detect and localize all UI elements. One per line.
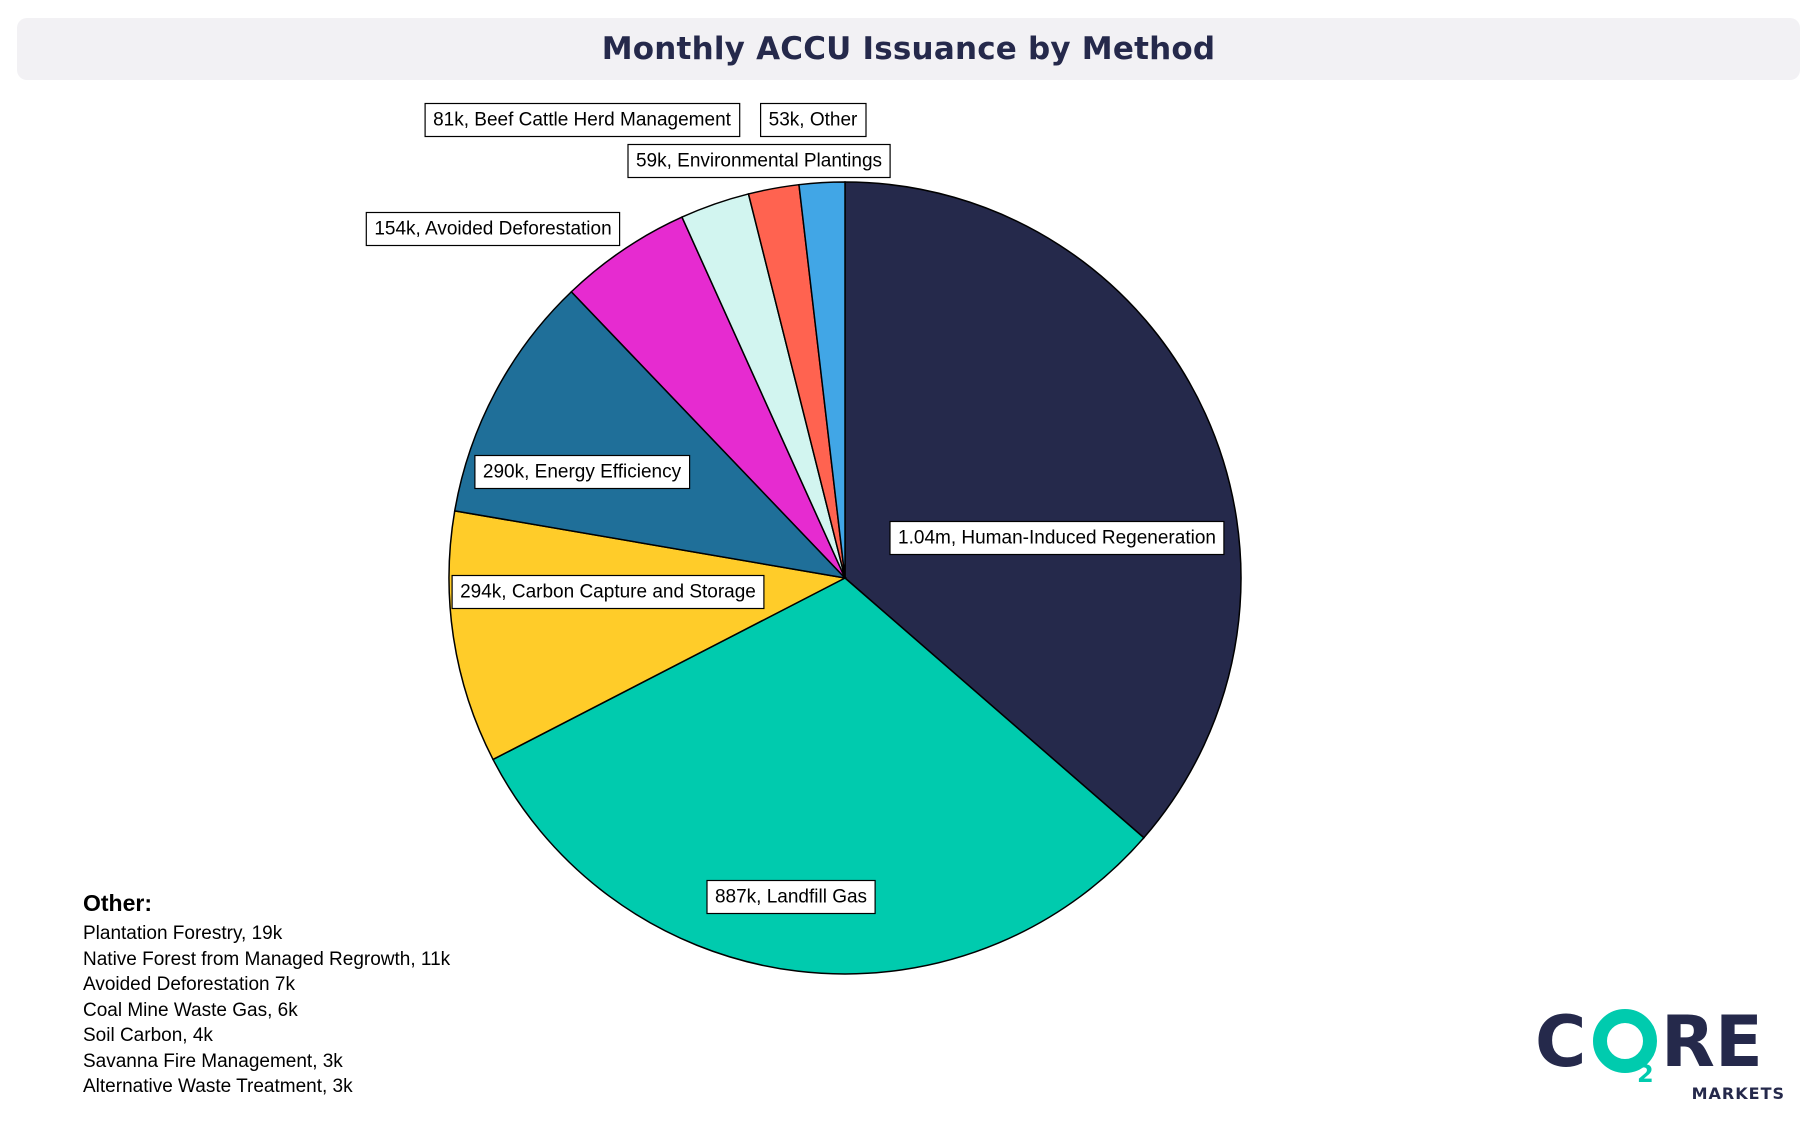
logo-subtitle: MARKETS bbox=[1691, 1084, 1785, 1103]
other-breakdown-item: Avoided Deforestation 7k bbox=[83, 974, 295, 995]
data-label-text: 290k, Energy Efficiency bbox=[483, 462, 682, 483]
data-label-box bbox=[759, 102, 867, 138]
data-label-box bbox=[706, 879, 876, 915]
data-label-text: 1.04m, Human-Induced Regeneration bbox=[898, 528, 1216, 549]
data-label-text: 53k, Other bbox=[769, 110, 858, 131]
logo-o-ring bbox=[1593, 1009, 1657, 1073]
core-markets-logo: C 2 R E MARKETS bbox=[1535, 1000, 1785, 1110]
data-label: 290k, Energy Efficiency bbox=[474, 454, 691, 490]
data-label: 59k, Environmental Plantings bbox=[627, 143, 891, 179]
other-breakdown-item: Savanna Fire Management, 3k bbox=[83, 1050, 343, 1072]
pie-slice-landfill-gas bbox=[492, 577, 1145, 975]
logo-subscript-2: 2 bbox=[1637, 1060, 1654, 1084]
data-label: 154k, Avoided Deforestation bbox=[365, 211, 621, 247]
data-label: 81k, Beef Cattle Herd Management bbox=[424, 102, 741, 138]
data-label-box bbox=[451, 574, 765, 610]
data-label-box bbox=[474, 454, 691, 490]
data-label: 294k, Carbon Capture and Storage bbox=[451, 574, 765, 610]
logo-wordmark: C 2 R E bbox=[1535, 1001, 1763, 1084]
other-breakdown-item: Soil Carbon, 4k bbox=[83, 1025, 213, 1046]
data-label-text: 59k, Environmental Plantings bbox=[636, 151, 882, 172]
chart-title: Monthly ACCU Issuance by Method bbox=[601, 31, 1216, 67]
data-label-text: 887k, Landfill Gas bbox=[715, 887, 867, 908]
other-breakdown-item: Plantation Forestry, 19k bbox=[83, 923, 283, 944]
other-breakdown: Other: Plantation Forestry, 19k Native F… bbox=[83, 890, 450, 1100]
other-breakdown-heading: Other: bbox=[83, 890, 152, 916]
pie-slice-avoided-deforestation bbox=[570, 216, 846, 579]
logo-letter-e: E bbox=[1715, 1001, 1763, 1083]
chart-title-bar: Monthly ACCU Issuance by Method bbox=[17, 18, 1800, 80]
data-label-box bbox=[365, 211, 621, 247]
data-label: 1.04m, Human-Induced Regeneration bbox=[889, 520, 1225, 556]
data-label-box bbox=[424, 102, 741, 138]
other-breakdown-item: Alternative Waste Treatment, 3k bbox=[83, 1076, 353, 1097]
logo-letter-r: R bbox=[1661, 1001, 1715, 1083]
pie-slice-energy-efficiency bbox=[453, 290, 848, 580]
data-label-box bbox=[889, 520, 1225, 556]
data-label: 53k, Other bbox=[759, 102, 867, 138]
pie-slice-carbon-capture-and-storage bbox=[448, 509, 848, 761]
pie-slice-human-induced-regeneration bbox=[844, 181, 1242, 839]
pie-slice-other bbox=[798, 181, 846, 579]
data-label-text: 294k, Carbon Capture and Storage bbox=[460, 582, 756, 603]
logo-letter-c: C bbox=[1535, 1001, 1586, 1083]
data-label-box bbox=[627, 143, 891, 179]
other-breakdown-item: Native Forest from Managed Regrowth, 11k bbox=[83, 948, 451, 970]
data-label-text: 81k, Beef Cattle Herd Management bbox=[433, 110, 732, 131]
other-breakdown-item: Coal Mine Waste Gas, 6k bbox=[83, 999, 298, 1021]
data-label: 887k, Landfill Gas bbox=[706, 879, 876, 915]
data-label-text: 154k, Avoided Deforestation bbox=[374, 219, 611, 240]
